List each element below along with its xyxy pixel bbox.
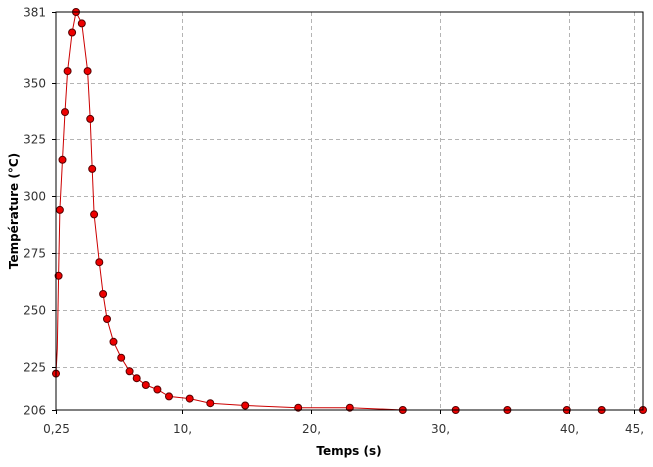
plot-background: [56, 12, 643, 410]
data-point: [55, 205, 64, 214]
data-point: [241, 401, 250, 410]
data-point: [86, 114, 95, 123]
y-tick-label: 250: [23, 304, 46, 318]
data-point: [109, 337, 118, 346]
x-tick-label: 40,: [560, 422, 579, 436]
data-point: [185, 394, 194, 403]
y-tick-label: 325: [23, 133, 46, 147]
data-point: [58, 155, 67, 164]
y-tick-label: 350: [23, 77, 46, 91]
data-point: [345, 403, 354, 412]
y-axis-title: Température (°C): [7, 153, 21, 269]
x-tick-label: 30,: [431, 422, 450, 436]
data-point: [77, 19, 86, 28]
data-point: [153, 385, 162, 394]
data-point: [206, 399, 215, 408]
y-tick-label: 206: [23, 404, 46, 418]
data-point: [165, 392, 173, 401]
data-point: [54, 271, 63, 280]
data-point: [99, 290, 108, 298]
data-point: [141, 381, 150, 389]
y-axis-ticks: 206 225 250 275 300 325 350 381: [23, 6, 56, 418]
y-tick-label: 300: [23, 190, 46, 204]
x-tick-label: 0,25: [43, 422, 70, 436]
y-tick-label: 381: [23, 6, 46, 20]
data-point: [132, 374, 141, 383]
data-point: [63, 67, 72, 76]
data-point: [125, 367, 134, 376]
y-tick-label: 275: [23, 247, 46, 261]
data-point: [117, 353, 126, 362]
data-point: [294, 403, 303, 412]
data-point: [88, 164, 97, 173]
data-point: [61, 108, 69, 117]
y-tick-label: 225: [23, 361, 46, 375]
data-point: [68, 28, 77, 37]
x-axis-title: Temps (s): [316, 444, 381, 458]
x-tick-label: 10,: [173, 422, 192, 436]
data-point: [83, 67, 92, 76]
grid-lines: [56, 12, 643, 410]
series-markers: [52, 8, 647, 414]
x-axis-ticks: 0,25 10, 20, 30, 40, 45,: [43, 410, 644, 436]
data-point: [90, 210, 99, 219]
data-point: [95, 258, 104, 267]
data-point: [103, 315, 111, 323]
plot-border: [55, 11, 644, 411]
x-tick-label: 45,: [625, 422, 644, 436]
x-tick-label: 20,: [302, 422, 321, 436]
